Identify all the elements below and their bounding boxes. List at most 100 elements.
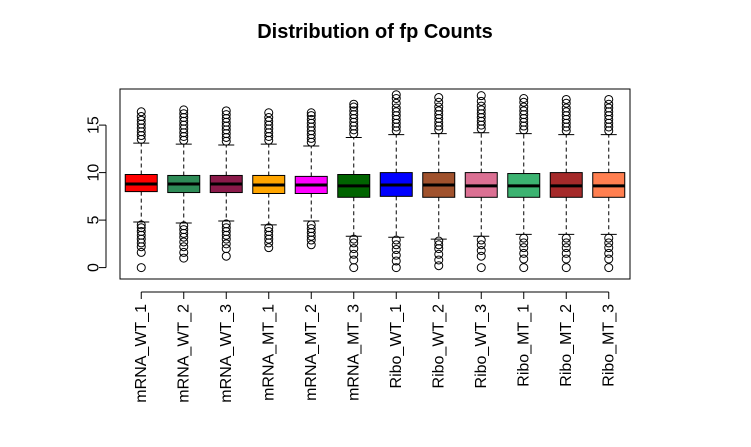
x-tick-label: Ribo_MT_3 [600, 304, 617, 387]
outlier-point [264, 227, 274, 236]
box-Ribo_WT_3 [464, 91, 498, 273]
outlier-point [179, 221, 189, 231]
chart-title: Distribution of fp Counts [257, 21, 493, 43]
x-tick-label: mRNA_MT_3 [345, 304, 362, 401]
outlier-point [476, 101, 486, 111]
outlier-point [391, 107, 401, 117]
outlier-point [604, 243, 614, 253]
outlier-point [434, 97, 444, 107]
outlier-point [349, 263, 359, 273]
outlier-point [476, 96, 486, 106]
outlier-point [136, 112, 146, 122]
x-tick-label: mRNA_WT_2 [175, 304, 192, 403]
y-tick-label: 5 [86, 216, 103, 225]
y-tick-label: 15 [86, 116, 103, 134]
outlier-point [476, 91, 486, 101]
outlier-point [136, 227, 146, 236]
outlier-point [391, 263, 401, 273]
outlier-point [561, 254, 571, 264]
outlier-point [179, 105, 189, 115]
outlier-point [561, 248, 571, 258]
box-Ribo_MT_3 [592, 94, 626, 273]
outlier-point [349, 249, 359, 259]
outlier-point [179, 237, 189, 247]
outlier-point [391, 245, 401, 255]
y-tick-label: 0 [86, 263, 103, 272]
outlier-point [349, 106, 359, 116]
box-mRNA_MT_3 [337, 99, 371, 273]
outlier-point [561, 103, 571, 113]
outlier-point [391, 240, 401, 250]
x-tick-label: Ribo_WT_2 [430, 304, 447, 389]
outlier-point [221, 110, 231, 120]
outlier-point [306, 240, 316, 250]
outlier-point [519, 238, 529, 248]
x-tick-label: Ribo_WT_3 [473, 304, 490, 389]
outlier-point [604, 238, 614, 248]
outlier-point [136, 263, 146, 273]
outlier-point [434, 249, 444, 259]
outlier-point [306, 224, 316, 234]
outlier-point [561, 94, 571, 104]
outlier-point [519, 102, 529, 112]
outlier-point [519, 94, 529, 103]
outlier-point [604, 94, 614, 104]
outlier-point [221, 244, 231, 254]
outlier-point [561, 263, 571, 273]
x-axis: mRNA_WT_1 mRNA_WT_2 mRNA_WT_3 mRNA_MT_1 mRNA… [133, 291, 617, 403]
outlier-point [604, 233, 614, 243]
outlier-point [561, 107, 571, 117]
outlier-point [349, 234, 359, 244]
outlier-point [604, 99, 614, 109]
x-tick-label: Ribo_MT_2 [558, 304, 575, 387]
outlier-point [264, 223, 274, 233]
outlier-point [179, 242, 189, 252]
outlier-point [221, 219, 231, 229]
outlier-point [519, 97, 529, 107]
outlier-point [604, 248, 614, 258]
box-mRNA_MT_2 [294, 108, 328, 250]
outlier-point [604, 263, 614, 273]
outlier-point [264, 113, 274, 122]
outlier-point [476, 246, 486, 255]
outlier-point [476, 235, 486, 245]
plot-area [124, 90, 626, 273]
x-tick-label: Ribo_MT_1 [515, 304, 532, 387]
box-mRNA_WT_2 [167, 105, 201, 263]
outlier-point [476, 240, 486, 250]
plot-frame [119, 88, 631, 280]
outlier-point [136, 107, 146, 117]
box-Ribo_WT_1 [379, 90, 413, 273]
outlier-point [264, 116, 274, 126]
outlier-point [221, 239, 231, 249]
outlier-point [221, 223, 231, 233]
box-Ribo_MT_1 [507, 94, 541, 273]
y-tick-label: 10 [86, 164, 103, 182]
outlier-point [179, 225, 189, 235]
box-mRNA_MT_1 [252, 108, 286, 253]
outlier-point [434, 255, 444, 265]
outlier-point [349, 244, 359, 254]
outlier-point [264, 243, 274, 253]
outlier-point [519, 106, 529, 116]
outlier-point [391, 235, 401, 245]
outlier-point [604, 103, 614, 113]
outlier-point [434, 93, 444, 103]
outlier-point [561, 233, 571, 243]
outlier-point [349, 99, 359, 109]
outlier-point [306, 108, 316, 118]
outlier-point [519, 263, 529, 273]
outlier-point [306, 220, 316, 230]
outlier-point [221, 251, 231, 261]
outlier-point [434, 236, 444, 246]
outlier-point [136, 223, 146, 233]
outlier-point [349, 238, 359, 248]
outlier-point [179, 247, 189, 257]
box-Ribo_WT_2 [422, 93, 456, 271]
outlier-point [519, 233, 529, 243]
outlier-point [391, 103, 401, 113]
outlier-point [349, 255, 359, 265]
x-tick-label: Ribo_WT_1 [388, 304, 405, 389]
outlier-point [391, 90, 401, 100]
